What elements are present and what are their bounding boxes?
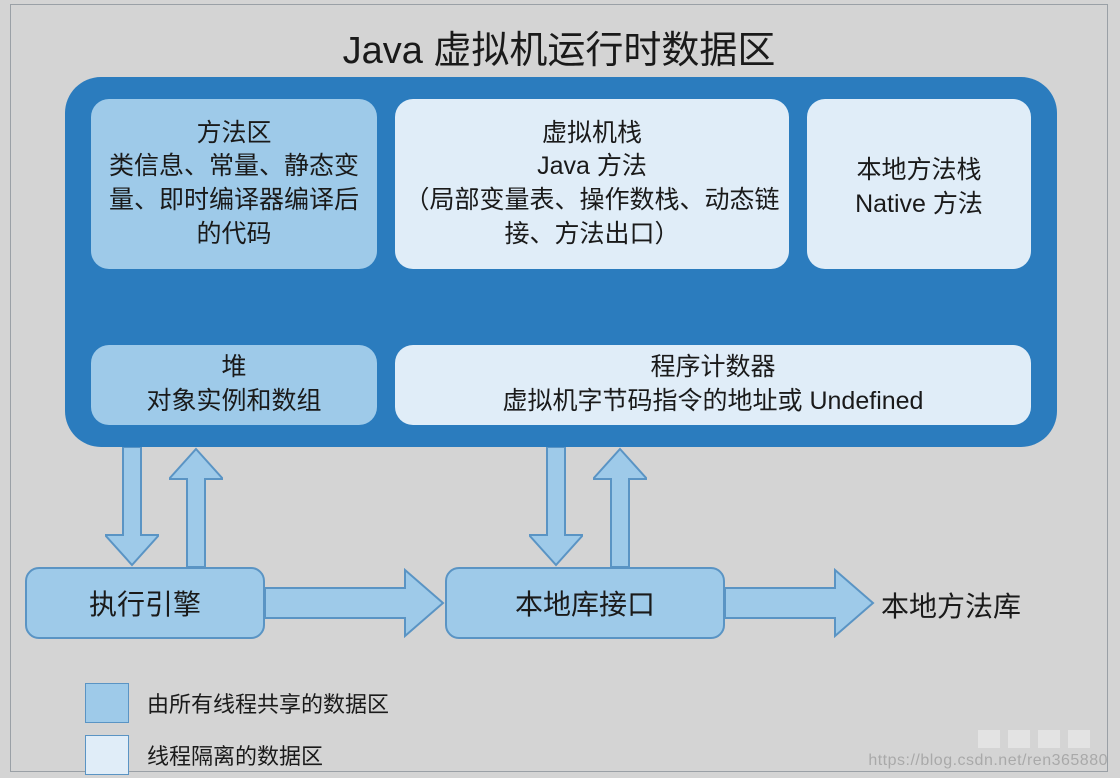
heap-box: 堆 对象实例和数组 — [91, 345, 377, 425]
arrow-exec-runtime-up — [169, 447, 223, 567]
pc-desc: 虚拟机字节码指令的地址或 Undefined — [503, 385, 924, 419]
legend-isolated-label: 线程隔离的数据区 — [147, 739, 323, 771]
arrow-runtime-native-down — [529, 447, 583, 567]
arrow-exec-to-native — [265, 568, 445, 638]
method-area-box: 方法区 类信息、常量、静态变量、即时编译器编译后的代码 — [91, 99, 377, 269]
decoration-square — [978, 730, 1000, 748]
decoration-square — [1068, 730, 1090, 748]
pc-title: 程序计数器 — [650, 351, 775, 385]
decoration-square — [1008, 730, 1030, 748]
native-method-lib-label: 本地方法库 — [881, 585, 1021, 625]
arrow-native-to-methodlib — [725, 568, 875, 638]
exec-engine-box: 执行引擎 — [25, 567, 265, 639]
heap-title: 堆 — [221, 351, 246, 385]
diagram-title: Java 虚拟机运行时数据区 — [11, 5, 1107, 80]
pc-box: 程序计数器 虚拟机字节码指令的地址或 Undefined — [395, 345, 1031, 425]
arrow-runtime-exec-down — [105, 447, 159, 567]
diagram-frame: Java 虚拟机运行时数据区 方法区 类信息、常量、静态变量、即时编译器编译后的… — [10, 4, 1108, 772]
vm-stack-title: 虚拟机栈 — [542, 117, 642, 151]
legend-shared: 由所有线程共享的数据区 — [85, 683, 389, 723]
legend-isolated: 线程隔离的数据区 — [85, 735, 323, 775]
decoration-square — [1038, 730, 1060, 748]
heap-desc: 对象实例和数组 — [146, 385, 321, 419]
method-area-desc: 类信息、常量、静态变量、即时编译器编译后的代码 — [91, 150, 377, 251]
vm-stack-desc: （局部变量表、操作数栈、动态链接、方法出口） — [395, 184, 789, 252]
arrow-native-runtime-up — [593, 447, 647, 567]
vm-stack-sub: Java 方法 — [537, 150, 647, 184]
legend-shared-swatch — [85, 683, 129, 723]
legend-shared-label: 由所有线程共享的数据区 — [147, 687, 389, 719]
native-lib-box: 本地库接口 — [445, 567, 725, 639]
vm-stack-box: 虚拟机栈 Java 方法 （局部变量表、操作数栈、动态链接、方法出口） — [395, 99, 789, 269]
legend-isolated-swatch — [85, 735, 129, 775]
runtime-data-area: 方法区 类信息、常量、静态变量、即时编译器编译后的代码 虚拟机栈 Java 方法… — [65, 77, 1057, 447]
native-stack-sub: Native 方法 — [855, 188, 983, 222]
native-stack-box: 本地方法栈 Native 方法 — [807, 99, 1031, 269]
watermark-text: https://blog.csdn.net/ren365880 — [868, 752, 1108, 770]
method-area-title: 方法区 — [196, 117, 271, 151]
native-lib-label: 本地库接口 — [515, 583, 655, 623]
native-stack-title: 本地方法栈 — [856, 154, 981, 188]
exec-engine-label: 执行引擎 — [89, 583, 201, 623]
